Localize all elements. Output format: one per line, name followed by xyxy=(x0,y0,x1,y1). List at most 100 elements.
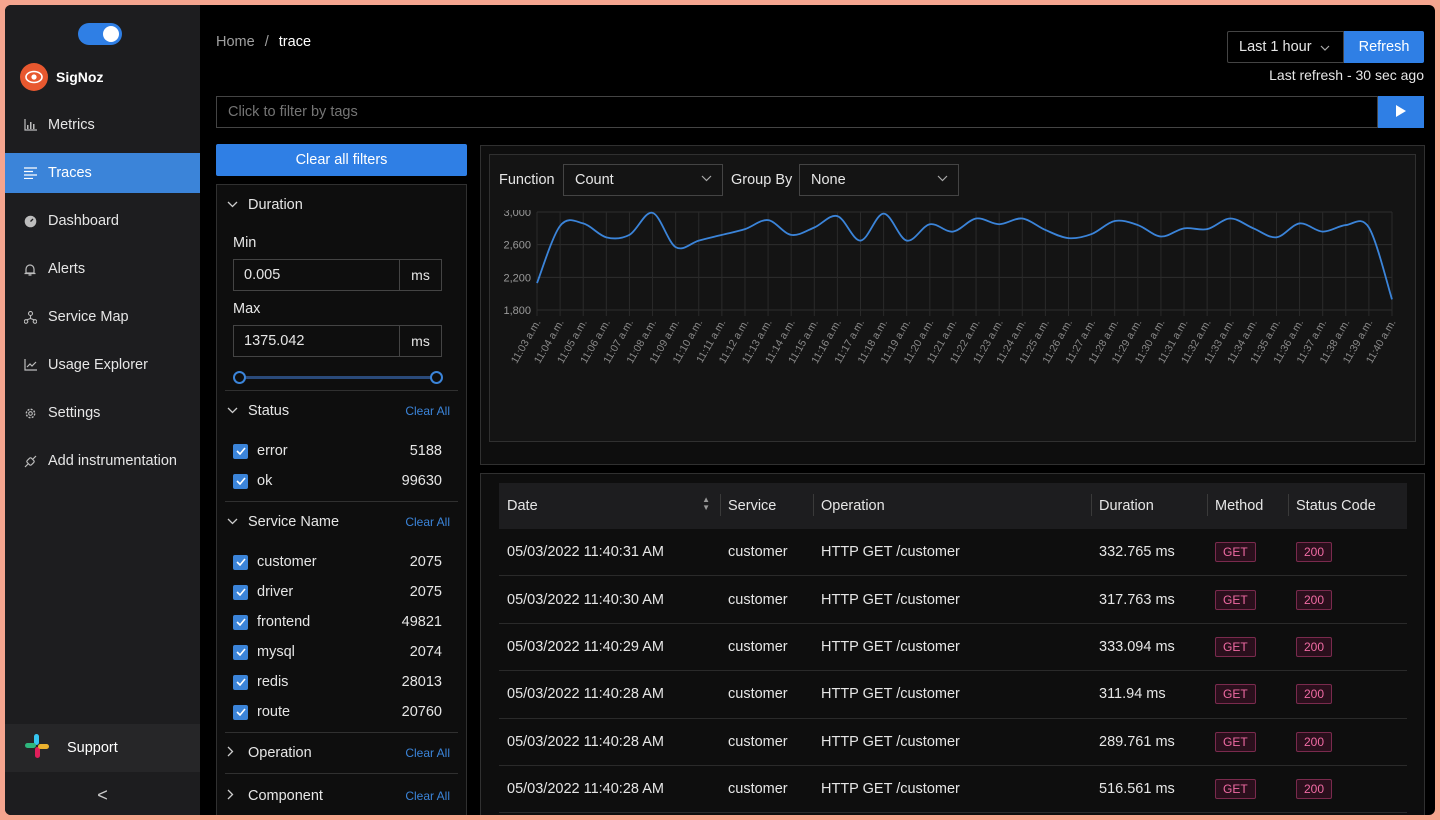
divider xyxy=(225,501,458,502)
sidebar-item-label: Service Map xyxy=(48,309,129,325)
component-section-header[interactable]: Component Clear All xyxy=(217,776,466,815)
theme-toggle[interactable] xyxy=(78,23,122,45)
slider-max-handle[interactable] xyxy=(430,371,443,384)
status-clear-all-link[interactable]: Clear All xyxy=(405,404,450,418)
clear-all-filters-button[interactable]: Clear all filters xyxy=(216,144,467,176)
breadcrumb-home[interactable]: Home xyxy=(216,34,255,50)
sidebar-item-dashboard[interactable]: Dashboard xyxy=(5,201,200,241)
status-option-error[interactable]: error 5188 xyxy=(217,436,466,466)
sort-icon[interactable]: ▲ ▼ xyxy=(702,495,710,512)
sidebar-item-traces[interactable]: Traces xyxy=(5,153,200,193)
divider xyxy=(225,773,458,774)
checkbox-checked-icon[interactable] xyxy=(233,443,248,459)
group-by-select[interactable]: None xyxy=(799,164,959,196)
refresh-button[interactable]: Refresh xyxy=(1344,31,1424,63)
max-duration-value[interactable]: 1375.042 xyxy=(244,333,305,349)
table-row[interactable]: 05/03/2022 11:40:29 AM customer HTTP GET… xyxy=(499,624,1407,672)
chart-card: Function Count Group By None 3,000 2,600 2… xyxy=(489,154,1416,442)
sidebar-item-settings[interactable]: Settings xyxy=(5,393,200,433)
checkbox-checked-icon[interactable] xyxy=(233,473,248,489)
sidebar-item-add-instrumentation[interactable]: Add instrumentation xyxy=(5,441,200,481)
component-clear-all-link[interactable]: Clear All xyxy=(405,789,450,803)
checkbox-checked-icon[interactable] xyxy=(233,554,248,570)
service-option-customer[interactable]: customer 2075 xyxy=(217,547,466,577)
checkbox-checked-icon[interactable] xyxy=(233,644,248,660)
service-name-section-header[interactable]: Service Name Clear All xyxy=(217,502,466,542)
table-row[interactable]: 05/03/2022 11:40:31 AM customer HTTP GET… xyxy=(499,529,1407,577)
cell-duration: 332.765 ms xyxy=(1099,544,1175,561)
cell-operation: HTTP GET /customer xyxy=(821,733,960,750)
line-chart-icon xyxy=(23,358,37,372)
service-option-redis[interactable]: redis 28013 xyxy=(217,667,466,697)
checkbox-checked-icon[interactable] xyxy=(233,674,248,690)
support-link[interactable]: Support xyxy=(5,724,200,772)
checkbox-checked-icon[interactable] xyxy=(233,584,248,600)
filter-submit-button[interactable] xyxy=(1378,96,1424,128)
breadcrumb-separator: / xyxy=(264,34,269,50)
chevron-right-icon xyxy=(227,789,239,803)
service-option-frontend[interactable]: frontend 49821 xyxy=(217,607,466,637)
table-header: Date ▲ ▼ Service Operation Duration Metho… xyxy=(499,483,1407,529)
max-duration-field[interactable]: 1375.042 ms xyxy=(233,325,442,357)
operation-clear-all-link[interactable]: Clear All xyxy=(405,746,450,760)
chevron-down-icon xyxy=(227,516,239,528)
min-label: Min xyxy=(233,235,257,251)
sidebar-item-metrics[interactable]: Metrics xyxy=(5,105,200,145)
filter-panel: Duration Min 0.005 ms Max 1375.042 ms St… xyxy=(216,184,467,815)
api-icon xyxy=(23,454,37,468)
time-range-select[interactable]: Last 1 hour xyxy=(1227,31,1344,63)
column-label: Date xyxy=(507,498,538,514)
slider-min-handle[interactable] xyxy=(233,371,246,384)
cell-method: GET xyxy=(1207,589,1288,610)
option-count: 99630 xyxy=(401,473,442,489)
sidebar-item-alerts[interactable]: Alerts xyxy=(5,249,200,289)
function-select[interactable]: Count xyxy=(563,164,723,196)
duration-section-header[interactable]: Duration xyxy=(217,185,466,225)
cell-service: customer xyxy=(728,544,788,561)
app-window: SigNoz Metrics Traces Dashboard Alerts S… xyxy=(5,5,1435,815)
traces-table: Date ▲ ▼ Service Operation Duration Metho… xyxy=(499,483,1407,814)
sidebar-item-service-map[interactable]: Service Map xyxy=(5,297,200,337)
table-row[interactable]: 05/03/2022 11:40:28 AM customer HTTP GET… xyxy=(499,766,1407,814)
column-header-date[interactable]: Date ▲ ▼ xyxy=(499,495,720,515)
method-tag: GET xyxy=(1215,589,1256,610)
service-option-route[interactable]: route 20760 xyxy=(217,697,466,727)
chevron-down-icon xyxy=(937,173,948,185)
cell-method: GET xyxy=(1207,542,1288,563)
cell-service: customer xyxy=(728,591,788,608)
brand[interactable]: SigNoz xyxy=(20,63,103,91)
method-tag: GET xyxy=(1215,684,1256,705)
option-label: error xyxy=(257,443,288,459)
method-tag: GET xyxy=(1215,779,1256,800)
min-duration-value[interactable]: 0.005 xyxy=(244,267,281,283)
table-row[interactable]: 05/03/2022 11:40:30 AM customer HTTP GET… xyxy=(499,576,1407,624)
sidebar-item-usage-explorer[interactable]: Usage Explorer xyxy=(5,345,200,385)
chevron-left-icon: < xyxy=(97,784,108,805)
operation-section-header[interactable]: Operation Clear All xyxy=(217,733,466,773)
option-count: 2074 xyxy=(409,644,442,660)
service-option-mysql[interactable]: mysql 2074 xyxy=(217,637,466,667)
dashboard-icon xyxy=(23,214,37,228)
tag-filter-input[interactable] xyxy=(216,96,1378,128)
checkbox-checked-icon[interactable] xyxy=(233,704,248,720)
status-code-tag: 200 xyxy=(1296,542,1333,563)
status-option-ok[interactable]: ok 99630 xyxy=(217,466,466,496)
service-option-driver[interactable]: driver 2075 xyxy=(217,577,466,607)
table-row[interactable]: 05/03/2022 11:40:28 AM customer HTTP GET… xyxy=(499,671,1407,719)
service-name-title: Service Name xyxy=(248,514,340,530)
min-duration-field[interactable]: 0.005 ms xyxy=(233,259,442,291)
duration-slider[interactable] xyxy=(233,371,443,384)
service-name-clear-all-link[interactable]: Clear All xyxy=(405,515,450,529)
signoz-logo-icon xyxy=(20,63,48,91)
sidebar-item-label: Usage Explorer xyxy=(48,357,148,373)
collapse-sidebar-button[interactable]: < xyxy=(5,775,200,815)
cell-method: GET xyxy=(1207,636,1288,657)
time-range-value: Last 1 hour xyxy=(1239,39,1312,55)
breadcrumb: Home / trace xyxy=(216,34,311,50)
group-by-value: None xyxy=(811,172,846,188)
option-label: redis xyxy=(257,674,289,690)
table-row[interactable]: 05/03/2022 11:40:28 AM customer HTTP GET… xyxy=(499,719,1407,766)
status-section-header[interactable]: Status Clear All xyxy=(217,391,466,431)
checkbox-checked-icon[interactable] xyxy=(233,614,248,630)
slack-icon xyxy=(23,732,51,764)
